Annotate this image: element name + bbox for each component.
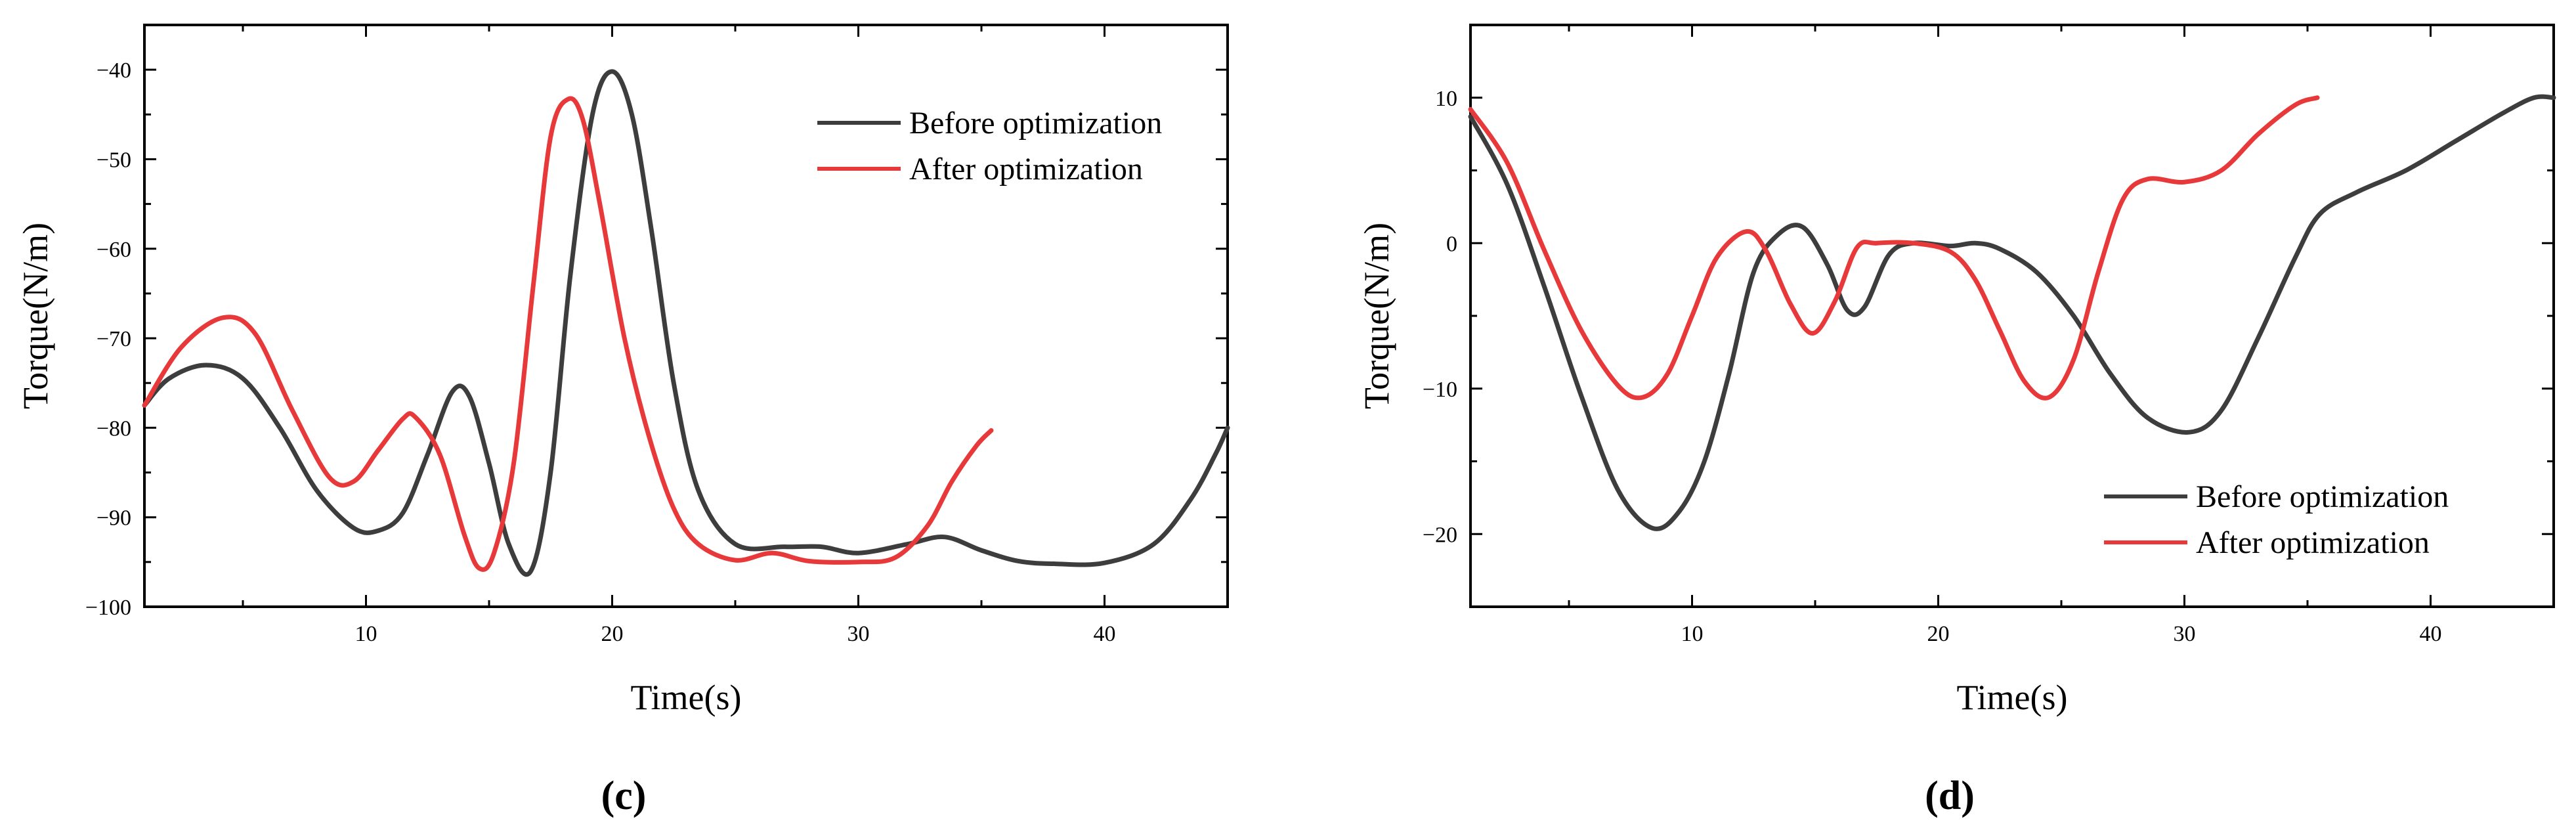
panel-d-y-tick-label: −20 bbox=[1423, 523, 1457, 547]
panel-d-chart: 10 20 30 40 −20 −10 0 10 Before optimization Af… bbox=[1357, 24, 2556, 818]
panel-d-y-tick-label: −10 bbox=[1423, 378, 1457, 402]
panel-d-label: (d) bbox=[1925, 774, 1975, 818]
panel-c-legend-label-after: After optimization bbox=[909, 152, 1143, 186]
panel-c-y-tick-label: −70 bbox=[97, 327, 131, 351]
panel-d-ticks: 10 20 30 40 −20 −10 0 10 bbox=[1423, 24, 2555, 646]
panel-d-series-before-line bbox=[1468, 94, 2556, 531]
panel-c-y-axis-label: Torque(N/m) bbox=[16, 223, 55, 409]
panel-d-x-tick-label: 40 bbox=[2420, 622, 2442, 646]
panel-d-legend: Before optimization After optimization bbox=[2104, 479, 2449, 560]
panel-c-y-tick-label: −60 bbox=[97, 238, 131, 262]
panel-d-series-after-line bbox=[1468, 95, 2320, 401]
panel-c-series-after-line bbox=[142, 96, 994, 572]
panel-d-series bbox=[1468, 94, 2556, 531]
panel-d-plot-frame bbox=[1469, 24, 2555, 608]
panel-c-legend: Before optimization After optimization bbox=[817, 106, 1162, 186]
panel-c-y-tick-label: −90 bbox=[97, 506, 131, 531]
panel-d-x-tick-label: 20 bbox=[1927, 622, 1950, 646]
panel-d-x-tick-label: 10 bbox=[1681, 622, 1704, 646]
panel-d-y-tick-label: 0 bbox=[1446, 232, 1457, 256]
panel-c-x-tick-label: 30 bbox=[848, 622, 870, 646]
panel-c-y-tick-label: −40 bbox=[97, 58, 131, 83]
panel-c-series bbox=[142, 69, 1230, 577]
panel-c-ticks: 10 20 30 40 −100 −90 −80 −70 −60 −50 −40 bbox=[85, 24, 1229, 646]
panel-c-x-tick-label: 40 bbox=[1094, 622, 1116, 646]
panel-c-y-tick-label: −80 bbox=[97, 416, 131, 441]
panel-c-x-tick-label: 20 bbox=[601, 622, 624, 646]
panel-c-chart: 10 20 30 40 −100 −90 −80 −70 −60 −50 −40 Before op… bbox=[16, 24, 1230, 818]
panel-c-y-tick-label: −50 bbox=[97, 148, 131, 172]
panel-d-x-tick-label: 30 bbox=[2174, 622, 2196, 646]
panel-c-x-tick-label: 10 bbox=[355, 622, 377, 646]
panel-d-x-axis-label: Time(s) bbox=[1956, 678, 2067, 717]
panel-d-legend-label-before: Before optimization bbox=[2196, 479, 2449, 514]
panel-d-y-axis-label: Torque(N/m) bbox=[1357, 223, 1396, 409]
panel-c-y-tick-label: −100 bbox=[85, 596, 131, 620]
panel-c-plot-frame bbox=[143, 24, 1229, 608]
panel-d-y-tick-label: 10 bbox=[1435, 87, 1457, 111]
panel-c-label: (c) bbox=[601, 774, 647, 818]
panel-c-legend-label-before: Before optimization bbox=[909, 106, 1162, 141]
panel-d-legend-label-after: After optimization bbox=[2196, 525, 2430, 560]
panel-c-x-axis-label: Time(s) bbox=[630, 678, 741, 717]
panel-c-series-before-line bbox=[142, 69, 1230, 577]
